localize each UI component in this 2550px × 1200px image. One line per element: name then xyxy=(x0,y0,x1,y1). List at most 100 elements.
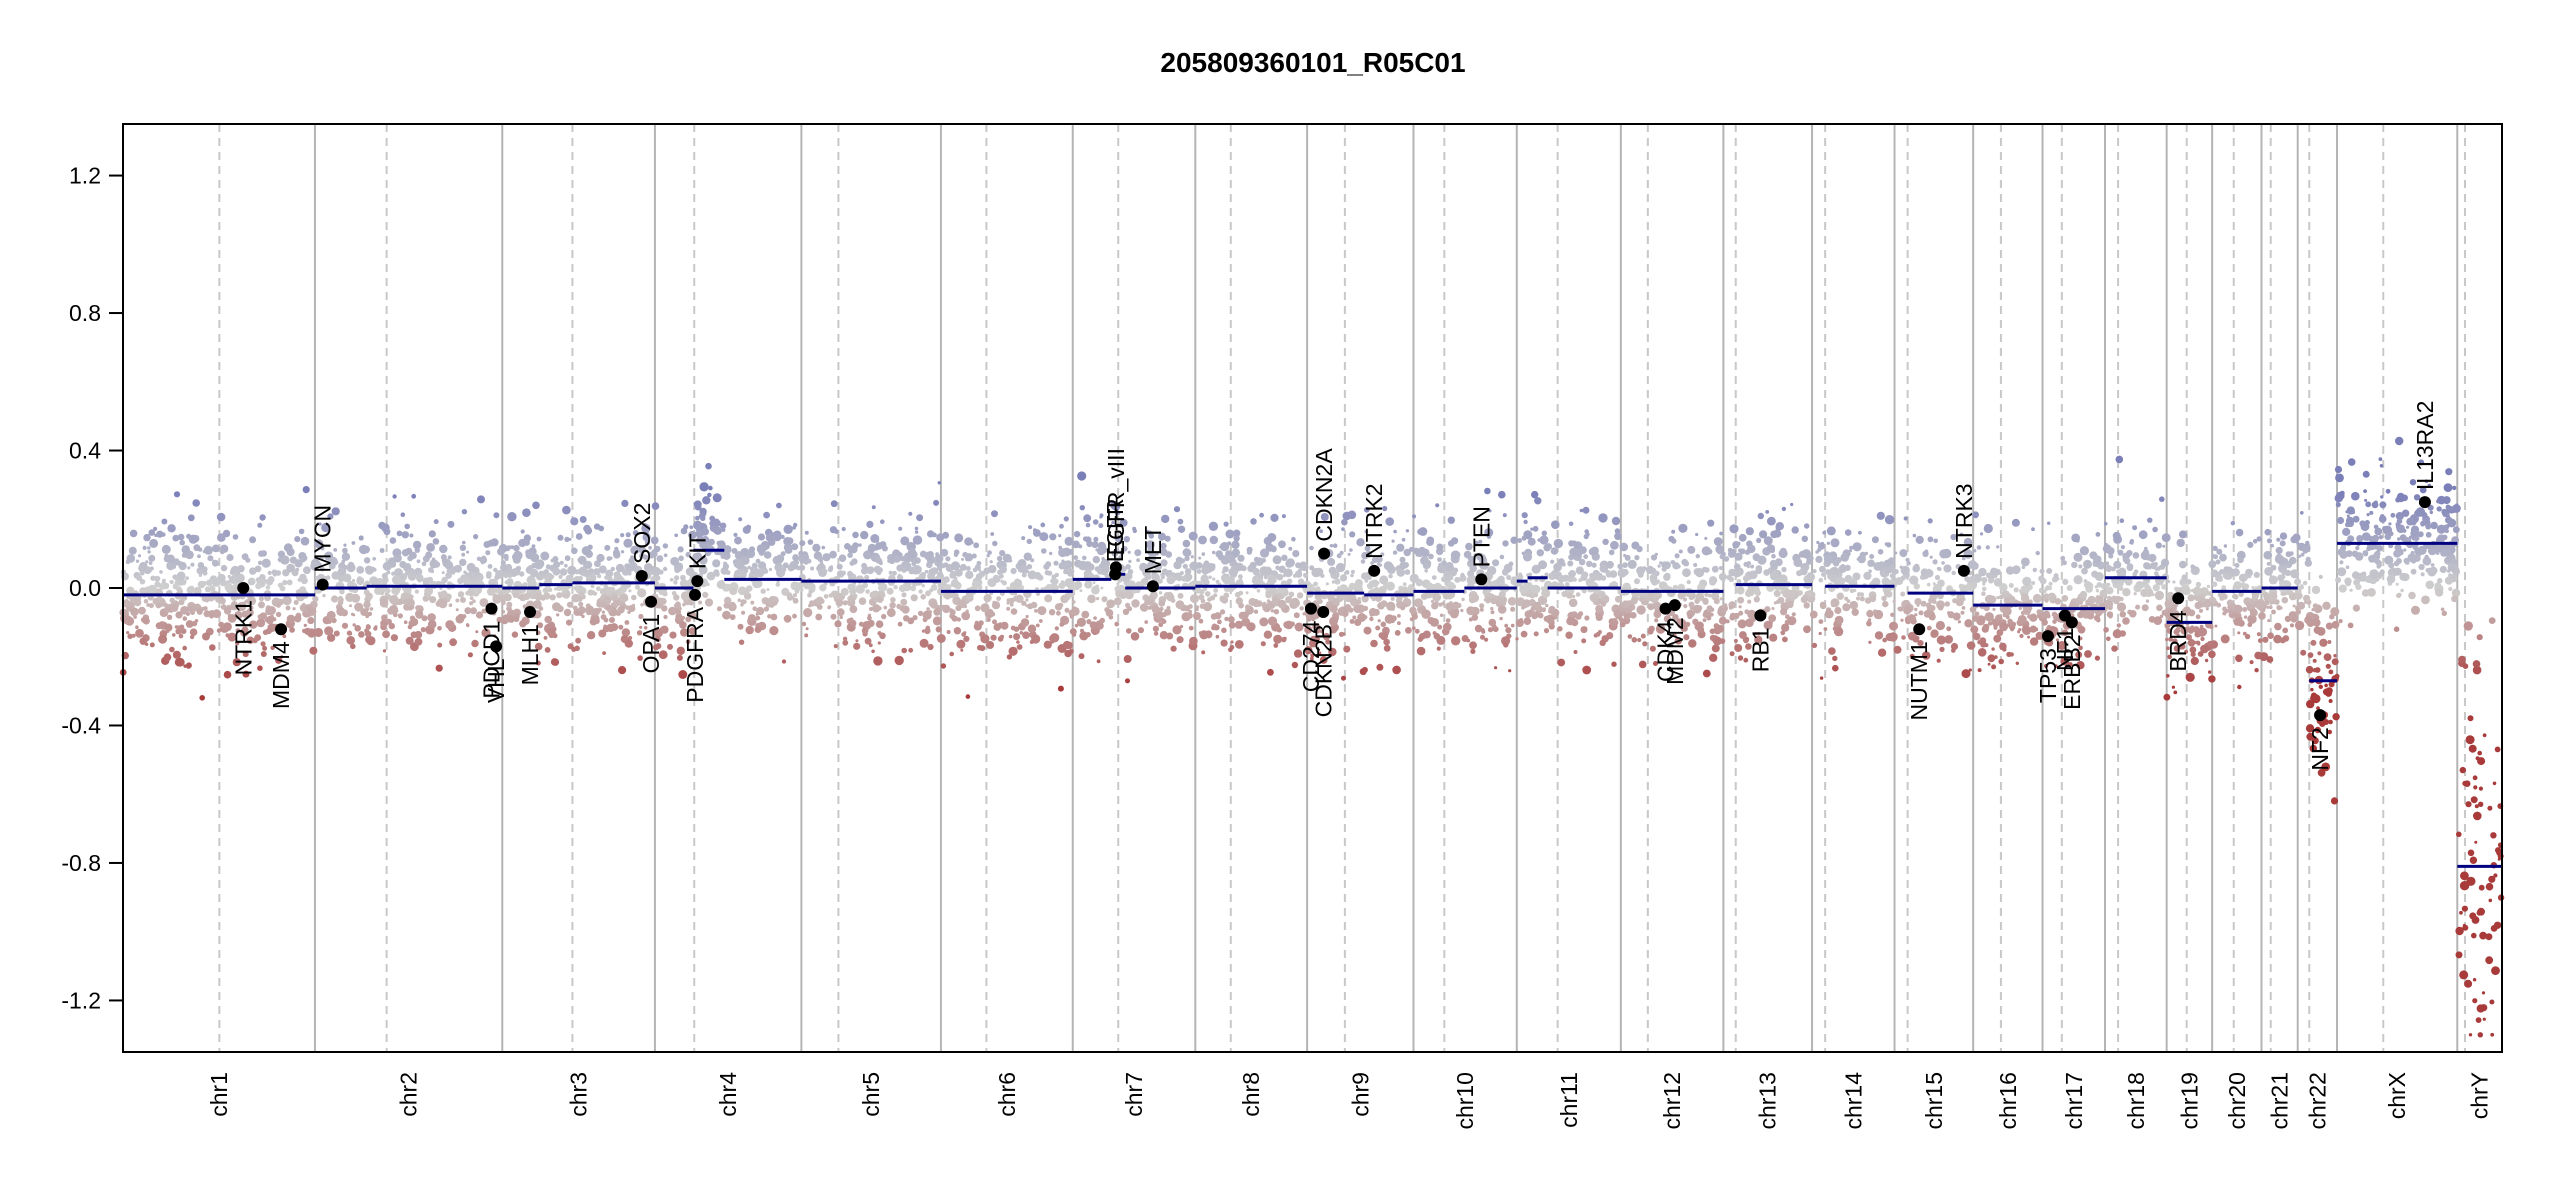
probe-point xyxy=(1026,564,1033,570)
probe-point xyxy=(1692,604,1702,614)
probe-point xyxy=(2132,525,2138,531)
probe-point xyxy=(2415,548,2422,555)
probe-point xyxy=(964,553,974,562)
probe-point xyxy=(1497,575,1505,583)
probe-point xyxy=(2462,923,2466,928)
probe-point xyxy=(1484,528,1494,538)
probe-point xyxy=(954,568,963,577)
probe-point xyxy=(2185,672,2195,682)
probe-point xyxy=(2135,604,2141,610)
probe-point xyxy=(2345,565,2350,569)
probe-point xyxy=(1550,547,1559,555)
probe-point xyxy=(1253,571,1258,575)
probe-point xyxy=(285,605,291,611)
probe-point xyxy=(829,526,838,534)
probe-point xyxy=(471,639,479,648)
probe-point xyxy=(2300,552,2305,557)
probe-point xyxy=(681,615,685,620)
probe-point xyxy=(1499,554,1505,560)
probe-point xyxy=(2242,631,2247,636)
probe-point xyxy=(1079,505,1086,511)
probe-point xyxy=(154,533,158,538)
probe-point xyxy=(427,620,437,629)
probe-point xyxy=(2488,617,2496,624)
probe-point xyxy=(881,545,888,552)
probe-point xyxy=(1272,555,1282,565)
probe-point xyxy=(841,570,846,576)
probe-point xyxy=(1396,543,1405,552)
probe-point xyxy=(481,608,487,614)
probe-point xyxy=(1463,550,1472,559)
probe-point xyxy=(2209,625,2214,629)
probe-point xyxy=(949,651,954,657)
probe-point xyxy=(166,554,175,563)
probe-point xyxy=(2245,602,2250,607)
probe-point xyxy=(637,545,646,554)
probe-point xyxy=(2318,574,2323,579)
probe-point xyxy=(1521,605,1525,610)
probe-point xyxy=(1023,552,1032,561)
probe-point xyxy=(1350,598,1359,607)
probe-point xyxy=(2367,588,2376,597)
probe-point xyxy=(1917,640,1924,647)
probe-point xyxy=(2351,510,2356,515)
probe-point xyxy=(2013,587,2019,593)
probe-point xyxy=(1033,572,1042,580)
probe-point xyxy=(1072,540,1080,549)
probe-point xyxy=(1693,562,1698,568)
probe-point xyxy=(1488,509,1492,513)
probe-point xyxy=(594,560,601,568)
probe-point xyxy=(1270,513,1279,523)
probe-point xyxy=(702,591,709,599)
probe-point xyxy=(1319,656,1328,664)
probe-point xyxy=(148,603,154,609)
probe-point xyxy=(1288,591,1295,598)
probe-point xyxy=(1581,638,1587,644)
probe-point xyxy=(2296,541,2300,545)
probe-point xyxy=(1146,548,1155,556)
probe-point xyxy=(439,544,448,554)
probe-point xyxy=(598,565,607,574)
probe-point xyxy=(286,614,296,624)
probe-point xyxy=(1291,597,1300,606)
probe-point xyxy=(2305,665,2314,674)
probe-point xyxy=(421,561,427,567)
probe-point xyxy=(282,595,292,606)
probe-point xyxy=(1790,502,1794,507)
probe-point xyxy=(298,528,305,535)
probe-point xyxy=(1038,619,1043,623)
probe-point xyxy=(2204,658,2209,663)
probe-point xyxy=(143,634,149,640)
probe-point xyxy=(275,656,283,664)
probe-point xyxy=(2046,613,2051,619)
probe-point xyxy=(2355,583,2362,591)
probe-point xyxy=(1234,620,1243,629)
probe-point xyxy=(147,546,151,550)
probe-point xyxy=(1166,593,1175,602)
probe-point xyxy=(1636,545,1643,553)
probe-point xyxy=(1076,617,1086,627)
probe-point xyxy=(1342,632,1346,636)
probe-point xyxy=(2263,550,2273,560)
probe-point xyxy=(137,554,142,558)
probe-point xyxy=(194,619,199,623)
probe-point xyxy=(1582,665,1592,675)
probe-point xyxy=(351,593,361,603)
probe-point xyxy=(2465,735,2475,745)
probe-point xyxy=(980,634,990,644)
probe-point xyxy=(445,572,452,579)
probe-point xyxy=(1851,608,1859,616)
probe-point xyxy=(1897,606,1902,611)
probe-point xyxy=(1179,570,1184,576)
probe-point xyxy=(1822,530,1826,535)
probe-point xyxy=(1325,639,1331,645)
probe-point xyxy=(2448,547,2453,552)
probe-point xyxy=(953,627,962,635)
probe-point xyxy=(823,594,829,599)
probe-point xyxy=(441,576,448,584)
probe-point xyxy=(1058,582,1066,589)
probe-point xyxy=(1430,599,1435,604)
probe-point xyxy=(1179,624,1184,629)
probe-point xyxy=(1349,619,1355,624)
probe-point xyxy=(275,602,282,608)
